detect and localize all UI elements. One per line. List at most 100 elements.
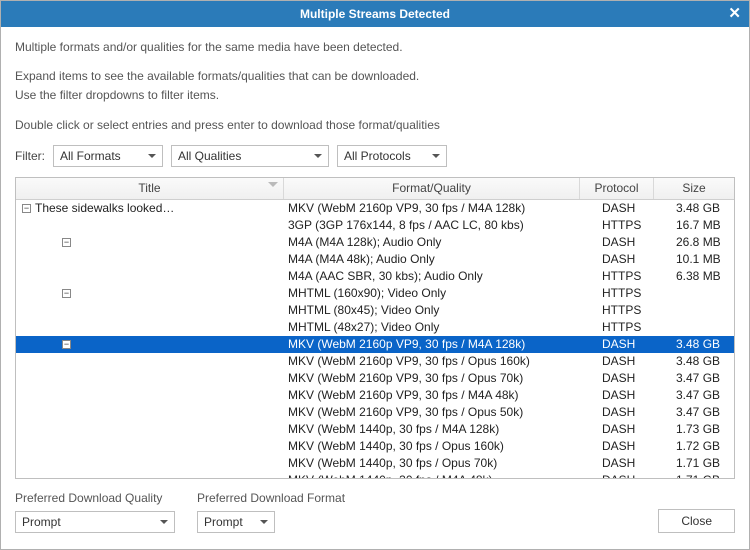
pref-format-group: Preferred Download Format Prompt [197, 491, 345, 533]
collapse-icon[interactable]: − [62, 340, 71, 349]
cell-title: − [16, 285, 284, 302]
cell-format: MHTML (160x90); Video Only [284, 285, 596, 302]
table-row[interactable]: MKV (WebM 1440p, 30 fps / Opus 160k)DASH… [16, 438, 734, 455]
cell-format: MKV (WebM 1440p, 30 fps / Opus 70k) [284, 455, 596, 472]
funnel-icon[interactable] [268, 182, 279, 193]
filter-label: Filter: [15, 149, 45, 163]
table-row[interactable]: MKV (WebM 2160p VP9, 30 fps / Opus 70k)D… [16, 370, 734, 387]
table-row[interactable]: − MHTML (160x90); Video OnlyHTTPS [16, 285, 734, 302]
table-row[interactable]: MKV (WebM 1440p, 30 fps / M4A 48k)DASH1.… [16, 472, 734, 478]
cell-size: 6.38 MB [670, 268, 734, 285]
cell-format: M4A (AAC SBR, 30 kbs); Audio Only [284, 268, 596, 285]
protocols-select[interactable]: All Protocols [337, 145, 447, 167]
table-row[interactable]: M4A (AAC SBR, 30 kbs); Audio OnlyHTTPS6.… [16, 268, 734, 285]
col-title[interactable]: Title [16, 178, 284, 199]
table-row[interactable]: M4A (M4A 48k); Audio OnlyDASH10.1 MB [16, 251, 734, 268]
cell-size: 10.1 MB [670, 251, 734, 268]
cell-size: 1.71 GB [670, 455, 734, 472]
col-format[interactable]: Format/Quality [284, 178, 580, 199]
cell-size: 1.72 GB [670, 438, 734, 455]
grid-header: Title Format/Quality Protocol Size [16, 178, 734, 200]
close-icon[interactable]: ✕ [728, 1, 741, 27]
pref-format-select[interactable]: Prompt [197, 511, 275, 533]
cell-protocol: HTTPS [596, 268, 670, 285]
pref-quality-label: Preferred Download Quality [15, 491, 175, 505]
grid-rows[interactable]: −These sidewalks looked…MKV (WebM 2160p … [16, 200, 734, 478]
cell-protocol: DASH [596, 455, 670, 472]
cell-format: M4A (M4A 48k); Audio Only [284, 251, 596, 268]
collapse-icon[interactable]: − [22, 204, 31, 213]
cell-format: MKV (WebM 2160p VP9, 30 fps / M4A 48k) [284, 387, 596, 404]
cell-protocol: HTTPS [596, 319, 670, 336]
cell-format: MKV (WebM 2160p VP9, 30 fps / Opus 70k) [284, 370, 596, 387]
cell-size: 3.48 GB [670, 353, 734, 370]
cell-title [16, 319, 284, 336]
intro-line: Use the filter dropdowns to filter items… [15, 87, 735, 103]
pref-quality-group: Preferred Download Quality Prompt [15, 491, 175, 533]
cell-size: 3.48 GB [670, 200, 734, 217]
cell-format: 3GP (3GP 176x144, 8 fps / AAC LC, 80 kbs… [284, 217, 596, 234]
pref-format-label: Preferred Download Format [197, 491, 345, 505]
table-row[interactable]: MKV (WebM 2160p VP9, 30 fps / M4A 48k)DA… [16, 387, 734, 404]
cell-protocol: DASH [596, 370, 670, 387]
table-row[interactable]: MKV (WebM 1440p, 30 fps / M4A 128k)DASH1… [16, 421, 734, 438]
col-size[interactable]: Size [654, 178, 734, 199]
cell-format: MKV (WebM 1440p, 30 fps / M4A 48k) [284, 472, 596, 478]
cell-format: MHTML (80x45); Video Only [284, 302, 596, 319]
cell-format: M4A (M4A 128k); Audio Only [284, 234, 596, 251]
cell-title [16, 353, 284, 370]
table-row[interactable]: MKV (WebM 2160p VP9, 30 fps / Opus 160k)… [16, 353, 734, 370]
table-row[interactable]: MKV (WebM 1440p, 30 fps / Opus 70k)DASH1… [16, 455, 734, 472]
cell-protocol: DASH [596, 200, 670, 217]
intro-line: Multiple formats and/or qualities for th… [15, 39, 735, 55]
cell-title: −These sidewalks looked… [16, 200, 284, 217]
cell-protocol: HTTPS [596, 217, 670, 234]
cell-protocol: DASH [596, 353, 670, 370]
cell-title [16, 455, 284, 472]
table-row[interactable]: MHTML (48x27); Video OnlyHTTPS [16, 319, 734, 336]
intro-line: Double click or select entries and press… [15, 117, 735, 133]
table-row[interactable]: − MKV (WebM 2160p VP9, 30 fps / M4A 128k)… [16, 336, 734, 353]
table-row[interactable]: −These sidewalks looked…MKV (WebM 2160p … [16, 200, 734, 217]
cell-size: 26.8 MB [670, 234, 734, 251]
cell-format: MKV (WebM 2160p VP9, 30 fps / Opus 50k) [284, 404, 596, 421]
cell-title [16, 438, 284, 455]
dialog-footer: Preferred Download Quality Prompt Prefer… [1, 479, 749, 543]
cell-protocol: HTTPS [596, 285, 670, 302]
cell-title [16, 387, 284, 404]
cell-protocol: DASH [596, 234, 670, 251]
cell-size [670, 285, 734, 302]
cell-format: MKV (WebM 1440p, 30 fps / M4A 128k) [284, 421, 596, 438]
window-title: Multiple Streams Detected [300, 7, 450, 21]
cell-protocol: HTTPS [596, 302, 670, 319]
table-row[interactable]: 3GP (3GP 176x144, 8 fps / AAC LC, 80 kbs… [16, 217, 734, 234]
table-row[interactable]: − M4A (M4A 128k); Audio OnlyDASH26.8 MB [16, 234, 734, 251]
table-row[interactable]: MHTML (80x45); Video OnlyHTTPS [16, 302, 734, 319]
collapse-icon[interactable]: − [62, 238, 71, 247]
dialog-body: Multiple formats and/or qualities for th… [1, 27, 749, 479]
cell-size: 16.7 MB [670, 217, 734, 234]
cell-title [16, 370, 284, 387]
table-row[interactable]: MKV (WebM 2160p VP9, 30 fps / Opus 50k)D… [16, 404, 734, 421]
cell-format: MKV (WebM 2160p VP9, 30 fps / M4A 128k) [284, 336, 596, 353]
collapse-icon[interactable]: − [62, 289, 71, 298]
cell-protocol: DASH [596, 387, 670, 404]
formats-select[interactable]: All Formats [53, 145, 163, 167]
col-protocol[interactable]: Protocol [580, 178, 654, 199]
cell-protocol: DASH [596, 336, 670, 353]
qualities-select[interactable]: All Qualities [171, 145, 329, 167]
cell-title [16, 268, 284, 285]
cell-size: 3.47 GB [670, 404, 734, 421]
cell-protocol: DASH [596, 421, 670, 438]
cell-size [670, 302, 734, 319]
cell-title [16, 404, 284, 421]
cell-protocol: DASH [596, 251, 670, 268]
pref-quality-select[interactable]: Prompt [15, 511, 175, 533]
cell-size: 1.73 GB [670, 421, 734, 438]
cell-protocol: DASH [596, 404, 670, 421]
cell-title [16, 217, 284, 234]
close-button[interactable]: Close [658, 509, 735, 533]
cell-title [16, 421, 284, 438]
cell-protocol: DASH [596, 438, 670, 455]
cell-format: MKV (WebM 2160p VP9, 30 fps / M4A 128k) [284, 200, 596, 217]
